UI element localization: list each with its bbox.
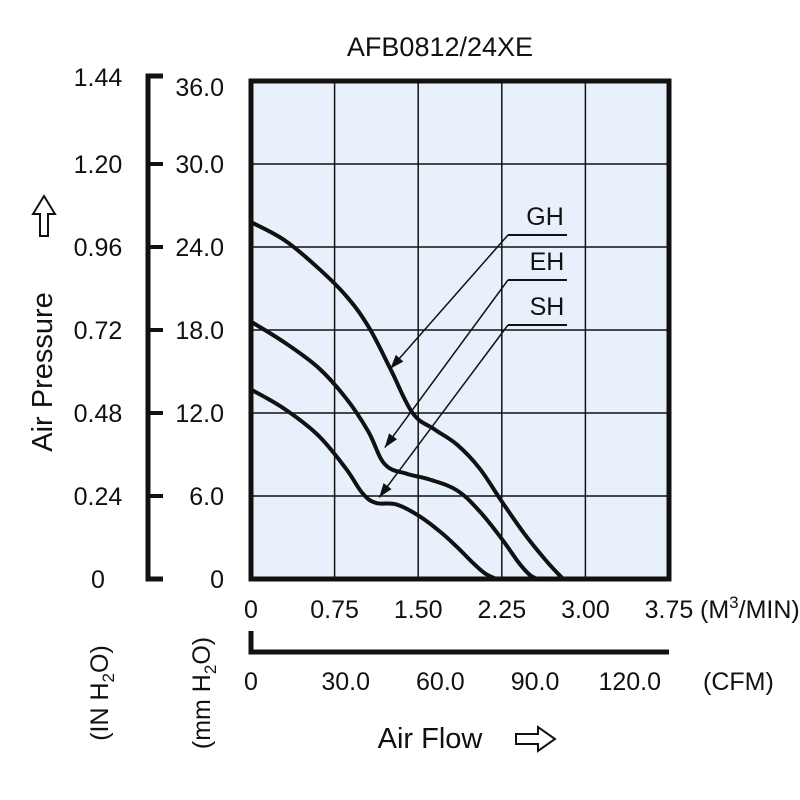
x-tick-label-m3min: 0 [244,596,258,624]
series-line-eh [249,319,540,581]
up-arrow-icon [31,194,57,237]
y-tick-label-mmh2o: 12.0 [175,400,224,428]
series-line-sh [249,387,499,581]
y-tick-label-inh2o: 0.48 [74,400,123,428]
y-tick-label-inh2o: 0 [91,566,105,594]
legend-leader-line [384,279,509,449]
chart-title: AFB0812/24XE [347,32,533,62]
y-tick-label-inh2o: 0.72 [74,317,123,345]
y-tick-label-inh2o: 1.44 [74,64,123,92]
x-tick-label-m3min: 2.25 [477,596,526,624]
legend-leader-line [389,234,509,370]
y-tick-label-mmh2o: 36.0 [175,74,224,102]
y-unit-mmh2o: (mm H2O) [188,637,220,749]
y-tick-label-mmh2o: 6.0 [189,483,224,511]
legend-arrowhead [384,433,398,448]
legend-label-gh: GH [526,203,564,231]
series-line-gh [249,220,566,581]
y-axis-tick-marks [148,162,163,498]
x-axis-cfm-line [248,631,669,655]
legend-label-eh: EH [530,248,565,276]
grid-lines [251,81,669,579]
y-tick-label-inh2o: 0.24 [74,483,123,511]
x-ticks-m3min: 0 0.75 1.50 2.25 3.00 3.75 [244,596,693,624]
y-axis-bracket [145,73,163,582]
y-ticks-mmh2o: 0 6.0 12.0 18.0 24.0 30.0 36.0 [175,74,224,594]
y-tick-label-mmh2o: 0 [210,566,224,594]
y-tick-label-mmh2o: 30.0 [175,151,224,179]
x-tick-label-m3min: 3.75 [645,596,694,624]
x-tick-label-cfm: 120.0 [598,668,661,696]
x-tick-label-m3min: 3.00 [561,596,610,624]
x-tick-label-cfm: 0 [244,668,258,696]
y-tick-label-inh2o: 1.20 [74,151,123,179]
x-tick-label-cfm: 60.0 [416,668,465,696]
plot-frame [248,78,672,582]
legend-arrowhead [390,354,404,369]
legend: GH EH SH [378,203,567,498]
legend-arrowhead [379,483,392,498]
x-tick-label-cfm: 30.0 [321,668,370,696]
x-unit-m3min: (M3/MIN) [700,593,800,624]
y-axis-label: Air Pressure [27,292,59,452]
right-arrow-icon [515,725,557,753]
x-ticks-cfm: 0 30.0 60.0 90.0 120.0 [244,668,661,696]
series-lines [249,220,566,581]
y-ticks-inh2o: 0 0.24 0.48 0.72 0.96 1.20 1.44 [74,64,123,594]
y-unit-inh2o: (IN H2O) [86,645,118,741]
x-axis-label: Air Flow [378,723,484,755]
y-tick-label-mmh2o: 18.0 [175,317,224,345]
legend-leader-line [378,324,509,498]
x-tick-label-m3min: 1.50 [394,596,443,624]
y-tick-label-mmh2o: 24.0 [175,234,224,262]
y-tick-label-inh2o: 0.96 [74,234,123,262]
x-tick-label-m3min: 0.75 [310,596,359,624]
x-unit-cfm: (CFM) [703,668,774,696]
legend-label-sh: SH [530,293,565,321]
x-tick-label-cfm: 90.0 [511,668,560,696]
